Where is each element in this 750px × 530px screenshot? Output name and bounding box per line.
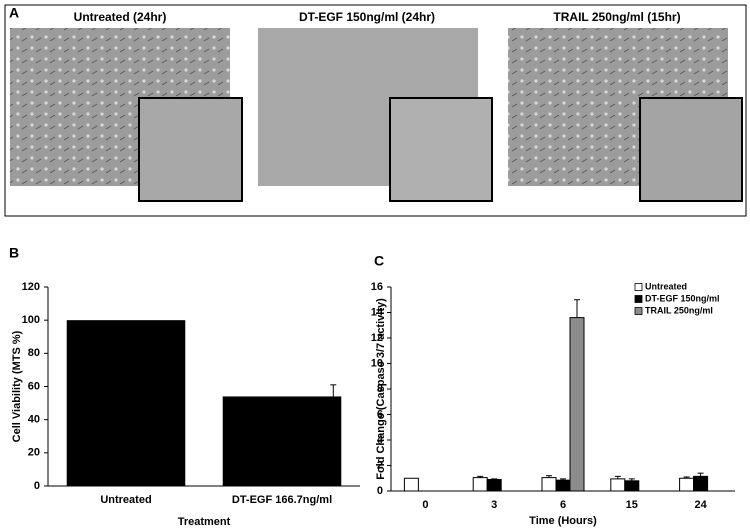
y-axis-label: Fold Change (Caspase 3/7 activity) xyxy=(375,298,387,480)
bar xyxy=(610,478,626,492)
bar xyxy=(486,479,502,492)
x-tick-label: 24 xyxy=(694,499,707,511)
y-tick-label: 100 xyxy=(22,314,40,326)
image-title: DT-EGF 150ng/ml (24hr) xyxy=(299,10,435,24)
y-tick-label: 8 xyxy=(377,383,383,395)
bar xyxy=(693,475,709,492)
panel-label: C xyxy=(374,253,384,269)
bar xyxy=(66,320,186,486)
bar xyxy=(541,477,557,492)
y-tick-label: 12 xyxy=(371,332,383,344)
y-tick-label: 16 xyxy=(371,281,383,293)
image-title: Untreated (24hr) xyxy=(74,10,167,24)
legend-swatch xyxy=(634,283,643,291)
bar xyxy=(472,477,488,492)
y-tick-label: 80 xyxy=(28,347,40,359)
bar xyxy=(403,477,419,492)
y-tick-label: 14 xyxy=(371,306,384,318)
x-tick-label: Untreated xyxy=(100,494,151,506)
panel-label: B xyxy=(9,245,19,261)
y-tick-label: 60 xyxy=(28,380,40,392)
y-tick-label: 2 xyxy=(377,459,383,471)
x-tick-label: 3 xyxy=(491,499,497,511)
bar xyxy=(624,480,640,492)
x-tick-label: 6 xyxy=(560,499,566,511)
y-tick-label: 4 xyxy=(377,434,384,446)
y-tick-label: 0 xyxy=(34,480,40,492)
legend-label: DT-EGF 150ng/ml xyxy=(645,293,720,303)
x-axis-label: Time (Hours) xyxy=(529,515,597,527)
x-tick-label: DT-EGF 166.7ng/ml xyxy=(232,494,332,506)
x-axis-label: Treatment xyxy=(178,516,231,528)
image-title: TRAIL 250ng/ml (15hr) xyxy=(553,10,680,24)
y-tick-label: 120 xyxy=(22,281,40,293)
legend-label: TRAIL 250ng/ml xyxy=(645,305,713,315)
micrograph-inset xyxy=(639,97,743,202)
bar xyxy=(569,317,585,492)
y-axis-label: Cell Viability (MTS %) xyxy=(11,330,23,442)
legend-swatch xyxy=(634,295,643,303)
bar xyxy=(555,479,571,492)
y-tick-label: 10 xyxy=(371,357,383,369)
y-tick-label: 20 xyxy=(28,447,40,459)
y-tick-label: 6 xyxy=(377,408,383,420)
y-tick-label: 40 xyxy=(28,414,40,426)
panel-label: A xyxy=(9,5,19,21)
panel-a-frame xyxy=(4,4,747,217)
micrograph-inset xyxy=(389,97,493,202)
bar xyxy=(679,477,695,492)
legend-label: Untreated xyxy=(645,281,687,291)
legend-swatch xyxy=(634,307,643,315)
micrograph-inset xyxy=(138,97,243,202)
x-tick-label: 15 xyxy=(626,499,638,511)
bar xyxy=(222,396,342,486)
y-tick-label: 0 xyxy=(377,485,383,497)
x-tick-label: 0 xyxy=(422,499,428,511)
